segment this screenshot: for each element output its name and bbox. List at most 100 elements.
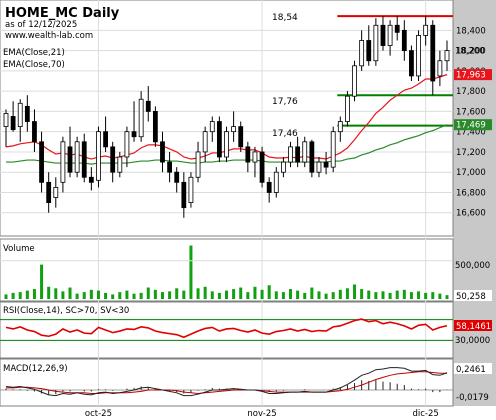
x-axis-label: oct-25	[85, 409, 112, 419]
candle-body	[60, 141, 66, 183]
candle-body	[131, 131, 137, 138]
candle-body	[409, 50, 414, 77]
volume-bar	[253, 286, 257, 299]
price-tick-label: 18,400	[456, 26, 486, 36]
candle-body	[259, 151, 265, 183]
price-tick-label: 16,800	[456, 188, 486, 198]
volume-bar	[296, 290, 300, 299]
candle-body	[195, 151, 201, 178]
source-label: www.wealth-lab.com	[5, 31, 93, 41]
volume-bar	[246, 292, 250, 299]
rsi-last-badge	[454, 320, 492, 331]
axis-strip	[453, 0, 496, 406]
volume-bar	[424, 292, 428, 299]
rsi-tick-30: 30,0000	[455, 336, 490, 346]
volume-tick-500000: 500,000	[455, 261, 490, 271]
level-label-17-46: 17,46	[272, 129, 298, 139]
macd-last-value: 0,2461	[456, 365, 486, 375]
volume-bar	[324, 293, 328, 299]
volume-bar	[395, 290, 399, 299]
value-badges: 18,200 17,963 17,469 500,000 50,258 58,1…	[454, 47, 492, 403]
volume-bar	[175, 288, 179, 299]
volume-bar	[196, 288, 200, 299]
candle-body	[224, 131, 229, 158]
volume-bar	[232, 289, 236, 299]
candle-body	[273, 171, 279, 193]
candle-body	[110, 146, 116, 173]
rsi-series	[0, 318, 453, 341]
volume-bar	[317, 291, 321, 299]
candle-body	[174, 171, 180, 183]
x-axis-label: nov-25	[247, 409, 276, 419]
candle-body	[74, 141, 80, 173]
legend-ema70: EMA(Close,70)	[3, 60, 65, 70]
candle-body	[160, 141, 165, 163]
volume-last-value: 50,258	[456, 292, 486, 302]
candle-body	[401, 29, 407, 52]
volume-bar	[345, 288, 349, 299]
candle-body	[10, 116, 16, 131]
volume-bar	[310, 287, 314, 299]
volume-bar	[438, 293, 442, 299]
macd-title: MACD(12,26,9)	[3, 364, 68, 374]
volume-bar	[409, 292, 413, 299]
volume-title: Volume	[3, 244, 35, 254]
rsi-line	[5, 318, 448, 339]
volume-bar	[239, 287, 243, 299]
volume-bar	[61, 291, 65, 299]
volume-bar	[374, 292, 378, 299]
ema70-badge	[454, 119, 492, 131]
x-axis-labels: oct-25 nov-25 dic-25	[85, 409, 439, 419]
rsi-last-value: 58,1461	[456, 322, 491, 332]
candle-body	[17, 102, 23, 128]
candle-body	[302, 141, 308, 163]
volume-bar	[25, 290, 29, 299]
chart-title: HOME_MC Daily	[5, 6, 120, 21]
candle-body	[373, 24, 379, 62]
volume-bar	[40, 264, 44, 299]
candle-body	[138, 98, 144, 138]
candle-body	[167, 161, 172, 173]
volume-bar	[11, 292, 15, 299]
volume-bar	[267, 285, 271, 299]
candle-body	[202, 131, 208, 153]
x-axis-label: dic-25	[412, 409, 438, 419]
volume-bar	[203, 286, 207, 299]
candle-body	[330, 131, 336, 168]
volume-bar	[431, 292, 435, 299]
price-tick-label: 16,600	[456, 209, 486, 219]
price-tick-label: 18,200	[456, 47, 486, 57]
volume-bar	[75, 293, 79, 299]
candle-body	[387, 24, 393, 46]
candle-body	[416, 35, 421, 77]
volume-bar	[289, 289, 293, 299]
macd-last-badge	[454, 363, 492, 374]
candle-body	[81, 141, 87, 178]
volume-bar	[360, 289, 364, 299]
candle-body	[345, 95, 350, 122]
candle-body	[437, 60, 443, 77]
volume-bar	[4, 294, 8, 299]
macd-panel	[0, 358, 454, 407]
candle-body	[323, 161, 329, 168]
volume-bar	[168, 291, 172, 299]
candle-body	[238, 126, 244, 148]
volume-bar	[96, 290, 100, 299]
volume-last-badge	[454, 290, 492, 301]
candle-body	[46, 181, 52, 204]
last-close-label: 18,200	[455, 47, 485, 57]
candle-body	[337, 121, 343, 133]
candle-body	[423, 24, 429, 36]
level-label-17-76: 17,76	[272, 97, 298, 107]
candle-body	[3, 113, 9, 128]
volume-bar	[47, 286, 51, 299]
candlesticks	[3, 16, 450, 218]
price-tick-label: 17,400	[456, 128, 486, 138]
volume-bar	[331, 292, 335, 299]
candle-body	[444, 50, 450, 62]
macd-line	[5, 367, 448, 397]
chart-subtitle: as of 12/12/2025	[5, 20, 77, 30]
candle-body	[188, 176, 194, 204]
volume-bar	[353, 284, 357, 299]
